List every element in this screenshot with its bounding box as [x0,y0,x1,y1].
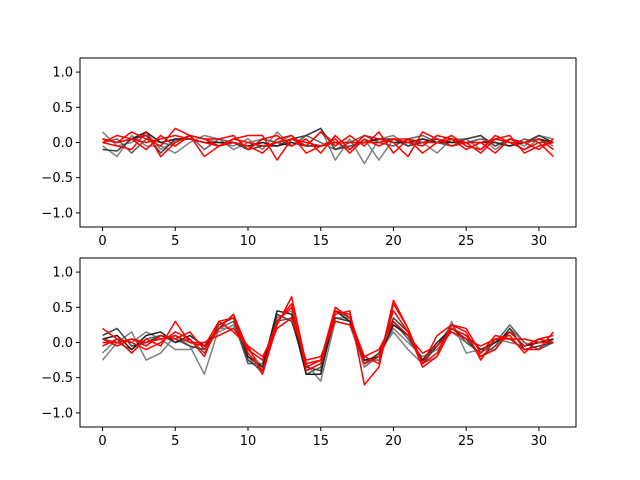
subplot-top: 0 5 10 15 20 25 30 −1.0 −0.5 0.0 0.5 1.0 [41,58,576,249]
subplot-bottom: 0 5 10 15 20 25 30 −1.0 −0.5 0.0 0.5 1.0 [41,258,576,449]
y-tick-label-top: 1.0 [52,66,73,81]
x-tick-label-bottom: 5 [171,434,179,449]
x-tick-label-bottom: 15 [312,434,329,449]
x-tick-label-top: 20 [385,234,402,249]
x-tick-label-bottom: 25 [458,434,475,449]
x-tick-label-top: 10 [240,234,257,249]
x-tick-label-bottom: 0 [98,434,106,449]
x-tick-label-top: 15 [312,234,329,249]
y-tick-label-top: 0.5 [52,101,73,116]
x-tick-label-top: 30 [531,234,548,249]
y-tick-label-bottom: −0.5 [41,371,73,386]
y-tick-label-top: −0.5 [41,171,73,186]
x-tick-label-bottom: 20 [385,434,402,449]
y-tick-label-bottom: 1.0 [52,266,73,281]
x-tick-label-top: 25 [458,234,475,249]
x-tick-label-bottom: 10 [240,434,257,449]
y-tick-label-top: 0.0 [52,136,73,151]
y-tick-label-bottom: 0.0 [52,336,73,351]
y-tick-label-bottom: 0.5 [52,301,73,316]
y-tick-label-top: −1.0 [41,206,73,221]
x-tick-label-top: 0 [98,234,106,249]
y-tick-label-bottom: −1.0 [41,406,73,421]
x-tick-label-top: 5 [171,234,179,249]
x-tick-label-bottom: 30 [531,434,548,449]
